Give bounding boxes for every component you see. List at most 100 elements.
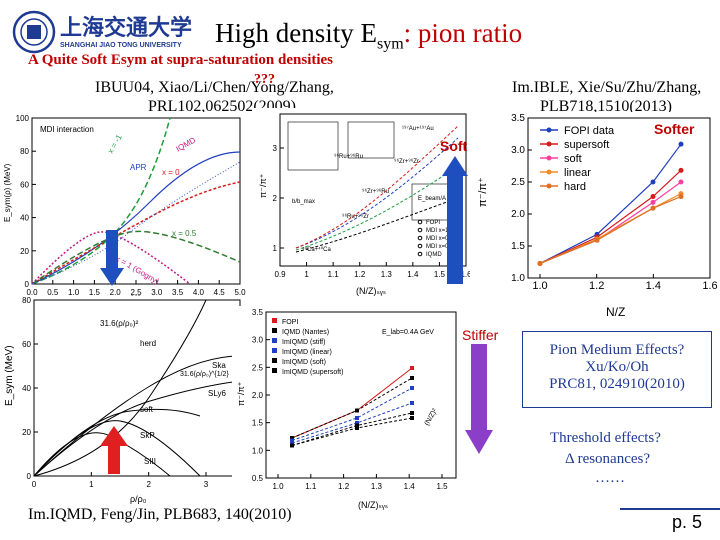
legend-marker [546, 169, 552, 175]
y-tick-label: 0.5 [252, 474, 264, 483]
x-ticks: 0.0 0.5 1.0 1.5 2.0 2.5 3.0 3.5 4.0 4.5 5.0 [26, 280, 246, 297]
y-tick-label: 80 [22, 296, 31, 305]
legend-marker [417, 243, 423, 249]
x-tick-label: 3 [204, 480, 209, 489]
x-tick-label: 1.4 [646, 280, 661, 292]
x-tick-label: 0 [32, 480, 37, 489]
medium-effects-box: Pion Medium Effects? Xu/Ko/Oh PRC81, 024… [522, 331, 712, 408]
imible-ref: Im.IBLE, Xie/Su/Zhu/Zhang, [512, 79, 702, 96]
y-tick-label: 80 [20, 147, 29, 156]
x-tick-label: 1.1 [328, 270, 340, 279]
logo-english-name: SHANGHAI JIAO TONG UNIVERSITY [60, 42, 182, 49]
curve-sly6 [33, 380, 241, 477]
y-axis-label: π⁻/π⁺ [236, 381, 246, 406]
legend-marker [272, 338, 277, 343]
model-curve [295, 165, 459, 251]
logo-chinese-name: 上海交通大学 [60, 15, 193, 41]
x-tick-label: 3.0 [151, 288, 163, 297]
question-marks: ??? [254, 72, 275, 87]
annotation-ru-zr: ⁹⁶Ru+⁹⁶Zr [342, 213, 369, 220]
legend: FOPI MDI x=1 MDI x=0.5 MDI x=0 IQMD [417, 219, 454, 258]
data-point [355, 416, 359, 420]
x-tick-label: 1.0 [272, 482, 284, 491]
imible-plb: PLB718,1510(2013) [540, 98, 672, 115]
legend-label: IQMD (Nantes) [282, 329, 329, 336]
soft-label: Soft [440, 138, 468, 154]
y-axis-label: E_sym(ρ) (MeV) [3, 163, 12, 222]
threshold-line2: Δ resonances? [565, 451, 651, 467]
data-point [410, 376, 414, 380]
data-point [290, 436, 294, 440]
data-point [594, 237, 600, 243]
legend-marker [272, 348, 277, 353]
curve-x0 [31, 181, 241, 285]
data-point [410, 386, 414, 390]
y-tick-label: 40 [20, 214, 29, 223]
curve-ska [33, 355, 241, 477]
data-point [537, 260, 543, 266]
ibuu-ref: IBUU04, Xiao/Li/Chen/Yong/Zhang, [95, 79, 334, 96]
x-tick-label: 3.5 [172, 288, 184, 297]
legend-label: FOPI [282, 319, 298, 326]
legend-label: linear [564, 167, 591, 179]
model-curve [295, 197, 459, 253]
y-tick-label: 3.5 [252, 308, 264, 317]
label-soft: soft [140, 405, 154, 414]
series-line [291, 412, 413, 446]
legend-label: supersoft [564, 139, 609, 151]
x-axis-label: N/Z [606, 305, 625, 319]
x-tick-label: 5.0 [234, 288, 246, 297]
softer-label: Softer [654, 121, 695, 137]
legend-marker [546, 155, 552, 161]
sjtu-emblem-icon [12, 10, 56, 54]
annotation-ebeam: E_beam/A [418, 196, 446, 202]
legend-label: soft [564, 153, 582, 165]
data-point [410, 416, 414, 420]
model-curve [295, 125, 459, 249]
y-axis-label: E_sym (MeV) [4, 345, 15, 406]
y-tick-label: 1.5 [252, 419, 264, 428]
y-tick-label: 60 [20, 180, 29, 189]
curve-apr [31, 151, 241, 285]
esym-mdi-panel: 100 80 60 40 20 0 0.0 0.5 1.0 1.5 2.0 2.5 3.0 3.5 4.0… [0, 112, 250, 302]
legend-marker [417, 227, 423, 233]
data-point [355, 423, 359, 428]
y-tick-label: 0 [27, 472, 32, 481]
inset-frame-2 [347, 121, 395, 159]
annotation-ru-ru: ⁹⁶Ru+⁹⁶Ru [334, 153, 363, 160]
threshold-line1: Threshold effects? [550, 430, 661, 446]
x-ticks: 1.0 1.1 1.2 1.3 1.4 1.5 [272, 474, 448, 491]
x-tick-label: 1.3 [381, 270, 393, 279]
y-ticks: 3.5 3.0 2.5 2.0 1.5 1.0 [511, 113, 532, 284]
y-axis-label: π⁻/π⁺ [258, 173, 268, 198]
x-tick-label: 1.5 [89, 288, 101, 297]
x-tick-label: 1.6 [702, 280, 717, 292]
pion-ratio-ible-panel: 3.5 3.0 2.5 2.0 1.5 1.0 1.0 1.2 1.4 1.6 π⁻/π⁺ N/… [470, 112, 720, 322]
y-tick-label: 1.0 [252, 446, 264, 455]
x-tick-label: 2 [146, 480, 151, 489]
slide-title: High density Esym: pion ratio [215, 18, 522, 53]
legend-label: FOPI [426, 220, 440, 226]
x-tick-label: 1.2 [338, 482, 350, 491]
data-point [650, 194, 656, 200]
y-ticks: 3.5 3.0 2.5 2.0 1.5 1.0 0.5 [252, 308, 270, 483]
plot-frame [279, 113, 467, 267]
label-ska: Ska [212, 361, 226, 370]
data-point [355, 426, 359, 430]
y-ticks: 100 80 60 40 20 0 [16, 114, 36, 289]
legend-label: FOPI data [564, 125, 615, 137]
x-axis-label: ρ/ρ₀ [130, 494, 147, 504]
data-point [410, 411, 414, 415]
data-point [678, 167, 684, 173]
series-line [539, 195, 682, 265]
x-tick-label: 1.2 [589, 280, 604, 292]
data-point [678, 194, 684, 200]
footer-rule [620, 508, 720, 510]
title-rest: : pion ratio [403, 18, 523, 48]
medium-effects-line2: Xu/Ko/Oh [585, 359, 649, 375]
x-tick-label: 1.3 [371, 482, 383, 491]
y-tick-label: 20 [20, 247, 29, 256]
legend-marker [272, 318, 277, 323]
soft-arrow-up [442, 156, 468, 284]
curve-stiff [33, 299, 207, 477]
